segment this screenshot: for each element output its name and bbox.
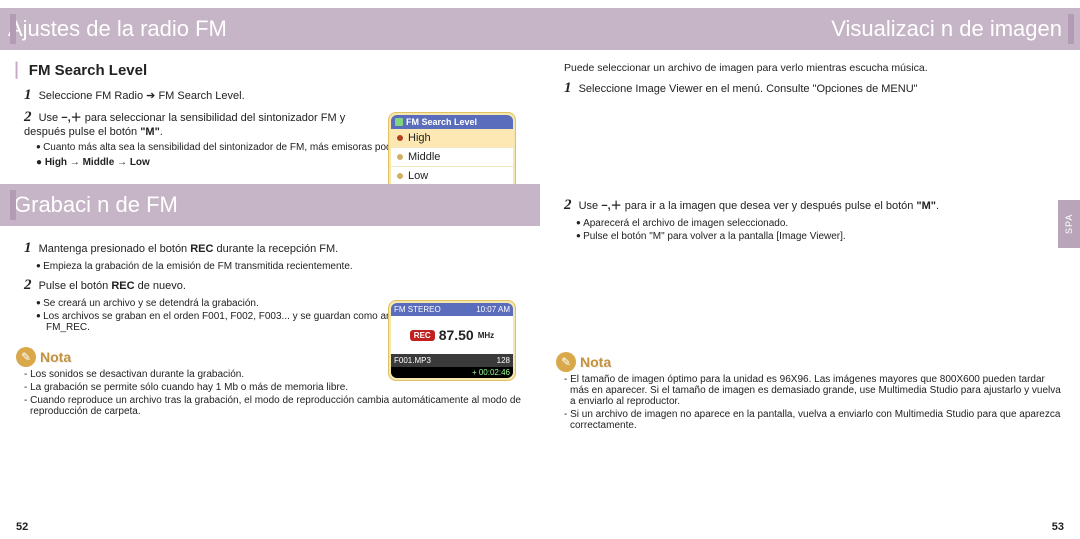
bullet: Aparecerá el archivo de imagen seleccion… (576, 218, 1064, 229)
device-body: REC 87.50 MHz (391, 316, 513, 354)
nota-item: Si un archivo de imagen no aparece en la… (564, 409, 1064, 431)
page-title-left: Ajustes de la radio FM (0, 8, 540, 50)
device-row: Middle (391, 148, 513, 167)
step-text: Seleccione Image Viewer en el menú. Cons… (579, 83, 918, 95)
rec-time: + 00:02:46 (391, 367, 513, 378)
step-text: Seleccione FM Radio ➔ FM Search Level. (39, 90, 245, 102)
nota-item: Cuando reproduce un archivo tras la grab… (24, 395, 524, 417)
step: 1 Mantenga presionado el botón REC duran… (24, 240, 364, 257)
bullet: Pulse el botón "M" para volver a la pant… (576, 231, 1064, 242)
left-page: Ajustes de la radio FM FM Search Level 1… (0, 0, 540, 539)
page-number: 52 (16, 521, 28, 533)
nota-icon: ✎ (556, 352, 576, 372)
intro-text: Puede seleccionar un archivo de imagen p… (564, 62, 1064, 74)
step-number: 1 (24, 87, 32, 103)
rec-pill: REC (410, 330, 435, 341)
step-number: 2 (564, 197, 572, 213)
nota-icon: ✎ (16, 347, 36, 367)
page-title-right: Visualizaci n de imagen (540, 8, 1080, 50)
step-number: 1 (24, 240, 32, 256)
step-number: 2 (24, 277, 32, 293)
nota-item: El tamaño de imagen óptimo para la unida… (564, 374, 1064, 407)
right-page: Visualizaci n de imagen Puede selecciona… (540, 0, 1080, 539)
device-footer: F001.MP3 128 (391, 354, 513, 367)
step: 1 Seleccione FM Radio ➔ FM Search Level. (24, 87, 364, 104)
rec-frequency: 87.50 (439, 327, 474, 343)
nota-item: La grabación se permite sólo cuando hay … (24, 382, 524, 393)
rec-unit: MHz (478, 331, 494, 340)
step-number: 2 (24, 109, 32, 125)
section-heading-fm-search: FM Search Level (16, 62, 524, 79)
nota-heading: ✎ Nota (556, 352, 1064, 372)
page: Ajustes de la radio FM FM Search Level 1… (0, 0, 1080, 539)
step: 2 Pulse el botón REC de nuevo. (24, 277, 364, 294)
step-number: 1 (564, 80, 572, 96)
device-statusbar: FM STEREO 10:07 AM (391, 303, 513, 316)
nota-label: Nota (580, 354, 611, 370)
nota-label: Nota (40, 349, 71, 365)
page-title-grabacion: Grabaci n de FM (0, 184, 540, 226)
device-header: FM Search Level (391, 115, 513, 129)
bullet: Empieza la grabación de la emisión de FM… (36, 261, 524, 272)
step-text: Mantenga presionado el botón REC durante… (39, 243, 339, 255)
step: 1 Seleccione Image Viewer en el menú. Co… (564, 80, 1024, 97)
page-number: 53 (1052, 521, 1064, 533)
step-text: Use −,＋ para seleccionar la sensibilidad… (24, 112, 345, 138)
step-text: Use −,＋ para ir a la imagen que desea ve… (579, 200, 940, 212)
step-text: Pulse el botón REC de nuevo. (39, 280, 186, 292)
step: 2 Use −,＋ para ir a la imagen que desea … (564, 197, 1024, 214)
step: 2 Use −,＋ para seleccionar la sensibilid… (24, 109, 364, 138)
device-fm-recording: FM STEREO 10:07 AM REC 87.50 MHz F001.MP… (388, 300, 516, 381)
header-icon (395, 118, 403, 126)
device-row: High (391, 129, 513, 148)
side-tab-spa: SPA (1058, 200, 1080, 248)
